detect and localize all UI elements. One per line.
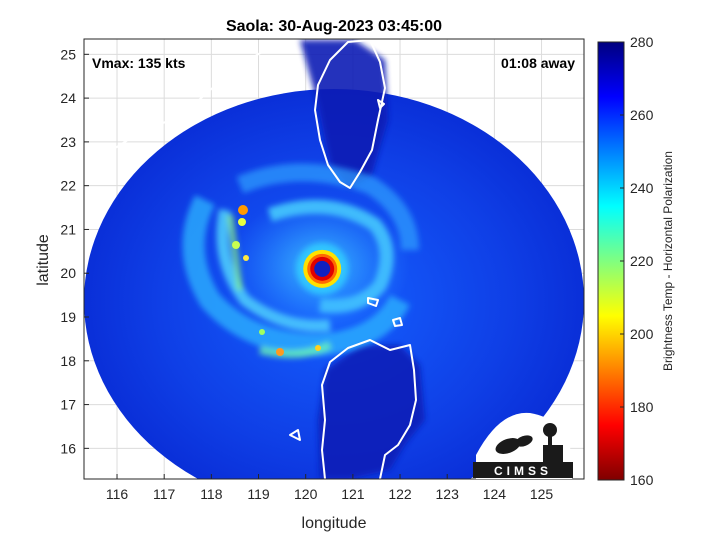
- convective-cell: [243, 255, 249, 261]
- x-tick-label: 119: [247, 486, 270, 502]
- convective-cell: [232, 241, 240, 249]
- islet-coastline: [367, 297, 379, 307]
- y-tick-label: 21: [60, 221, 76, 237]
- convective-cell: [238, 218, 246, 226]
- logo-text: CIMSS: [494, 464, 552, 478]
- x-tick-label: 116: [106, 486, 129, 502]
- colorbar-label: Brightness Temp - Horizontal Polarizatio…: [661, 151, 675, 371]
- y-tick-label: 18: [60, 353, 76, 369]
- storm-eyewall: [296, 242, 349, 295]
- y-tick-labels: 16 17 18 19 20 21 22 23 24 25: [60, 46, 76, 456]
- satellite-swath: [84, 39, 584, 479]
- y-tick-label: 22: [60, 178, 76, 194]
- x-tick-label: 124: [483, 486, 507, 502]
- colorbar-tick-label: 280: [630, 34, 654, 50]
- convective-cell: [238, 205, 248, 215]
- colorbar-tick-label: 160: [630, 472, 654, 488]
- y-tick-label: 24: [60, 90, 76, 106]
- y-tick-label: 23: [60, 134, 76, 150]
- colorbar-gradient: [597, 41, 625, 481]
- logo-dish: [495, 438, 521, 454]
- china-coastline: [84, 39, 276, 151]
- x-tick-label: 120: [294, 486, 318, 502]
- colorbar-tick-label: 200: [630, 326, 654, 342]
- x-tick-label: 123: [436, 486, 460, 502]
- time-away-annotation: 01:08 away: [501, 55, 575, 71]
- colorbar-tick-label: 180: [630, 399, 654, 415]
- x-tick-label: 118: [200, 486, 223, 502]
- y-tick-label: 19: [60, 309, 76, 325]
- y-axis-label: latitude: [35, 234, 52, 286]
- x-tick-label: 117: [153, 486, 176, 502]
- convective-cell: [259, 329, 265, 335]
- chart-title: Saola: 30-Aug-2023 03:45:00: [226, 18, 442, 35]
- colorbar: 160 180 200 220 240 260 280 Brightness Temp - …: [597, 34, 675, 488]
- islet-coastline: [392, 317, 403, 327]
- taiwan-coastline: [314, 39, 386, 189]
- x-tick-labels: 116 117 118 119 120 121 122 123 124 125: [106, 486, 554, 502]
- convective-cell: [315, 345, 321, 351]
- cimss-logo: CIMSS: [473, 412, 573, 479]
- colorbar-tick-label: 220: [630, 253, 654, 269]
- colorbar-tick-label: 240: [630, 180, 654, 196]
- x-tick-label: 121: [341, 486, 365, 502]
- colorbar-ticks: 160 180 200 220 240 260 280: [620, 34, 654, 488]
- islet-coastline: [377, 99, 385, 109]
- logo-banner: [473, 462, 573, 478]
- x-tick-label: 125: [530, 486, 554, 502]
- islet-coastline: [289, 429, 301, 441]
- logo-dome: [543, 423, 557, 437]
- y-tick-label: 20: [60, 265, 76, 281]
- colorbar-tick-label: 260: [630, 107, 654, 123]
- logo-tower: [548, 436, 552, 448]
- coastlines: [84, 39, 417, 479]
- x-axis-label: longitude: [302, 515, 367, 532]
- vmax-annotation: Vmax: 135 kts: [92, 55, 186, 71]
- luzon-coastline: [321, 339, 417, 479]
- y-tick-label: 16: [60, 440, 76, 456]
- y-tick-label: 25: [60, 46, 76, 62]
- logo-dish: [515, 435, 533, 447]
- convective-cell: [276, 348, 284, 356]
- y-tick-label: 17: [60, 397, 76, 413]
- x-tick-label: 122: [388, 486, 412, 502]
- plot-frame: [83, 38, 585, 480]
